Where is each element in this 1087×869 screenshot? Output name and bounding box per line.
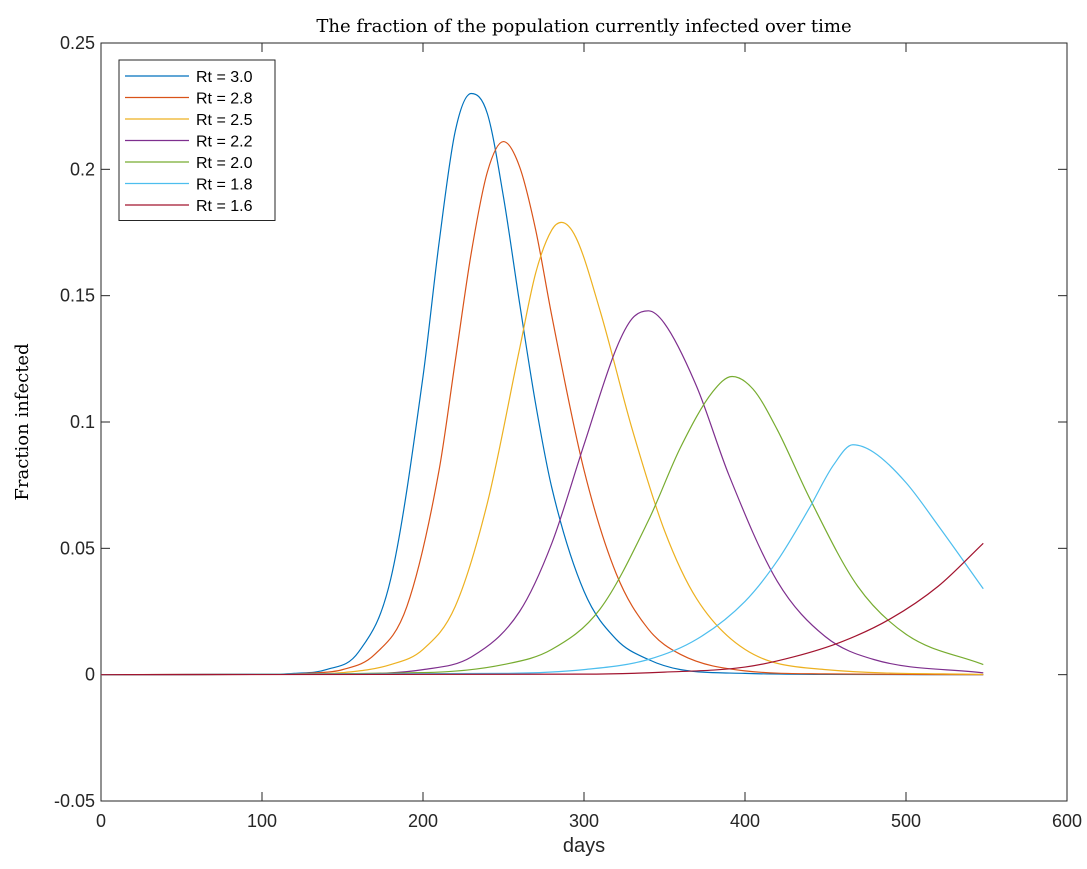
legend-entry: Rt = 2.5 — [196, 112, 253, 129]
y-tick-label: 0.15 — [60, 286, 95, 306]
y-axis-label: Fraction infected — [12, 343, 33, 500]
x-tick-label: 600 — [1052, 811, 1082, 831]
legend-entry: Rt = 1.6 — [196, 198, 253, 215]
legend-entry: Rt = 3.0 — [196, 69, 253, 86]
legend: Rt = 3.0 Rt = 2.8 Rt = 2.5 Rt = 2.2 Rt = 2.0… — [119, 60, 275, 221]
y-tick-label: 0.2 — [70, 159, 95, 179]
y-tick-label: -0.05 — [54, 791, 95, 811]
x-axis-label: days — [563, 835, 605, 857]
chart-title: The fraction of the population currently… — [316, 16, 851, 37]
x-tick-label: 500 — [891, 811, 921, 831]
y-tick-label: 0.05 — [60, 538, 95, 558]
y-tick-label: 0.25 — [60, 33, 95, 53]
legend-entry: Rt = 1.8 — [196, 177, 253, 194]
x-tick-label: 300 — [569, 811, 599, 831]
legend-entry: Rt = 2.0 — [196, 155, 253, 172]
y-tick-label: 0 — [85, 665, 95, 685]
x-tick-label: 0 — [96, 811, 106, 831]
legend-entry: Rt = 2.2 — [196, 134, 253, 151]
legend-entry: Rt = 2.8 — [196, 91, 253, 108]
x-tick-label: 400 — [730, 811, 760, 831]
x-tick-label: 100 — [247, 811, 277, 831]
x-tick-label: 200 — [408, 811, 438, 831]
y-tick-label: 0.1 — [70, 412, 95, 432]
